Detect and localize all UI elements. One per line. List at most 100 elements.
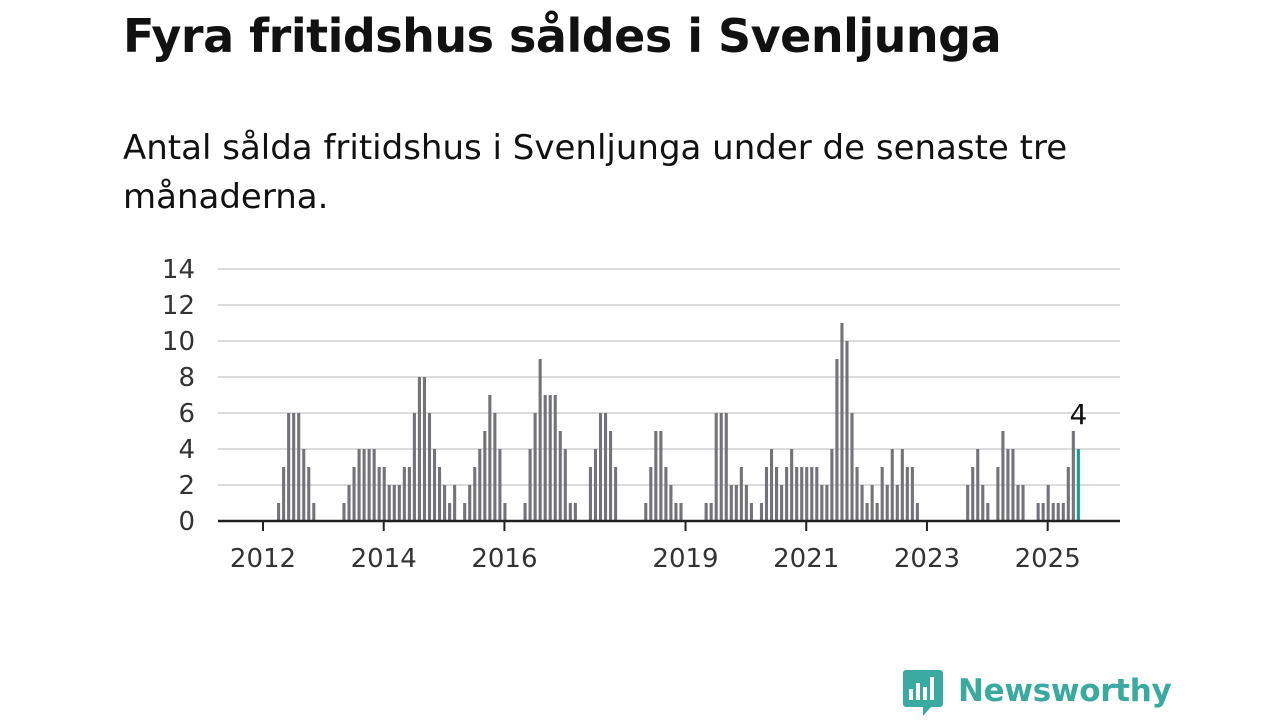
- bar: [644, 503, 648, 521]
- bar: [292, 413, 296, 521]
- bar: [905, 467, 909, 521]
- bar: [573, 503, 577, 521]
- bar: [453, 485, 457, 521]
- bar: [603, 413, 608, 521]
- bar: [412, 413, 416, 521]
- bar: [724, 413, 728, 521]
- bar: [1016, 485, 1020, 521]
- bar: [1061, 503, 1065, 521]
- bar: [654, 431, 658, 521]
- bar: [1006, 449, 1010, 521]
- bar: [609, 431, 613, 521]
- bar: [840, 323, 844, 521]
- bar: [438, 467, 442, 521]
- bar: [815, 467, 819, 521]
- bar: [649, 467, 653, 521]
- chart-subtitle: Antal sålda fritidshus i Svenljunga unde…: [123, 128, 1068, 217]
- bar: [463, 503, 467, 521]
- bar: [277, 503, 281, 521]
- bar: [473, 467, 477, 521]
- bar-highlight: [1076, 449, 1080, 521]
- bar: [800, 467, 804, 521]
- bar: [764, 467, 769, 521]
- bar: [759, 503, 764, 521]
- bar: [674, 503, 678, 521]
- bar: [1046, 485, 1050, 521]
- x-tick-label: 2019: [652, 544, 718, 574]
- y-tick-label: 2: [178, 471, 195, 501]
- bar: [443, 485, 447, 521]
- bar: [669, 485, 673, 521]
- bar: [362, 449, 366, 521]
- bar: [850, 413, 854, 521]
- bar: [966, 485, 970, 521]
- bar: [287, 413, 291, 521]
- bar: [1011, 449, 1015, 521]
- bar: [835, 359, 839, 521]
- bar: [598, 413, 603, 521]
- bar: [342, 503, 346, 521]
- bar: [1056, 503, 1060, 521]
- bar: [614, 467, 618, 521]
- bar: [397, 485, 401, 521]
- bar: [478, 449, 482, 521]
- bar: [775, 467, 779, 521]
- bar: [729, 485, 733, 521]
- newsworthy-logo-icon: [903, 670, 943, 716]
- bar: [820, 485, 824, 521]
- bar: [402, 467, 406, 521]
- bar: [503, 503, 507, 521]
- x-tick-label: 2014: [351, 544, 417, 574]
- bar: [865, 503, 869, 521]
- bar: [392, 485, 396, 521]
- bar: [895, 485, 899, 521]
- bar: [1051, 503, 1055, 521]
- bar: [780, 485, 784, 521]
- bar: [548, 395, 552, 521]
- bar: [488, 395, 492, 521]
- bar: [543, 395, 547, 521]
- bar: [1001, 431, 1005, 521]
- bar: [1071, 431, 1075, 521]
- bar: [769, 449, 774, 521]
- bars: 4: [277, 323, 1087, 521]
- bar: [659, 431, 663, 521]
- y-tick-label: 0: [178, 507, 195, 537]
- bar: [553, 395, 557, 521]
- bar: [875, 503, 879, 521]
- bar: [910, 467, 914, 521]
- bar: [739, 467, 743, 521]
- bar: [915, 503, 919, 521]
- bar: [830, 449, 834, 521]
- bar: [417, 377, 421, 521]
- bar: [976, 449, 980, 521]
- y-tick-label: 14: [162, 255, 195, 285]
- bar: [855, 467, 859, 521]
- bar: [890, 449, 894, 521]
- bar: [795, 467, 799, 521]
- bar: [714, 413, 718, 521]
- bar: [297, 413, 301, 521]
- bar: [407, 467, 411, 521]
- newsworthy-logo-text: Newsworthy: [958, 673, 1172, 709]
- bar: [483, 431, 487, 521]
- x-tick-label: 2016: [471, 544, 537, 574]
- bar: [282, 467, 286, 521]
- bar: [805, 467, 809, 521]
- bar: [664, 467, 668, 521]
- bar: [307, 467, 311, 521]
- bar: [870, 485, 874, 521]
- y-tick-label: 10: [162, 327, 195, 357]
- y-tick-label: 6: [178, 399, 195, 429]
- bar: [996, 467, 1000, 521]
- bar: [845, 341, 849, 521]
- bar: [1041, 503, 1045, 521]
- bar: [432, 449, 437, 521]
- bar: [1036, 503, 1040, 521]
- bar: [523, 503, 527, 521]
- bar: [885, 485, 889, 521]
- bar: [785, 467, 789, 521]
- bar: [448, 503, 452, 521]
- x-tick-label: 2012: [230, 544, 296, 574]
- y-tick-label: 12: [162, 291, 195, 321]
